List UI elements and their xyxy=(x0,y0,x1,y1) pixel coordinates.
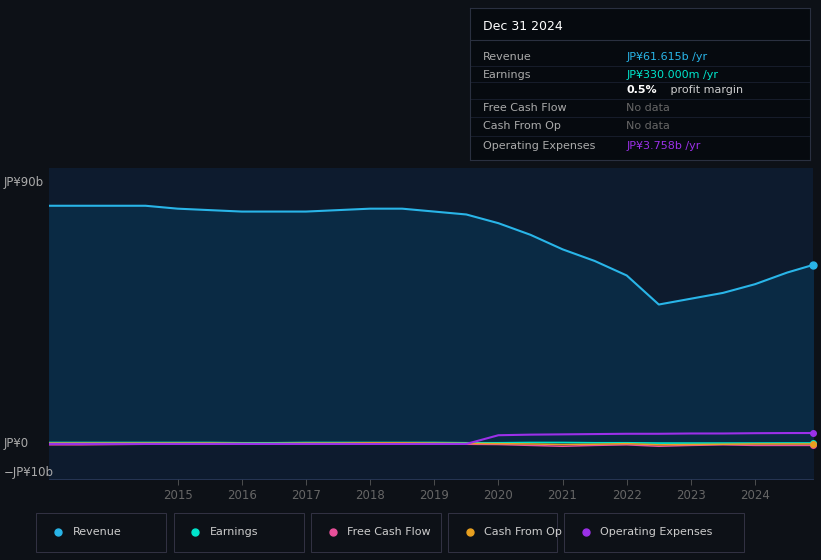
Text: JP¥61.615b /yr: JP¥61.615b /yr xyxy=(626,52,708,62)
Text: Revenue: Revenue xyxy=(484,52,532,62)
FancyBboxPatch shape xyxy=(564,512,745,552)
Text: Free Cash Flow: Free Cash Flow xyxy=(347,527,431,537)
Text: No data: No data xyxy=(626,103,670,113)
FancyBboxPatch shape xyxy=(448,512,557,552)
Text: Cash From Op: Cash From Op xyxy=(484,527,562,537)
Text: −JP¥10b: −JP¥10b xyxy=(4,466,54,479)
FancyBboxPatch shape xyxy=(36,512,167,552)
Text: Free Cash Flow: Free Cash Flow xyxy=(484,103,566,113)
Text: JP¥3.758b /yr: JP¥3.758b /yr xyxy=(626,141,700,151)
Text: JP¥330.000m /yr: JP¥330.000m /yr xyxy=(626,70,718,80)
Text: Earnings: Earnings xyxy=(484,70,532,80)
FancyBboxPatch shape xyxy=(311,512,441,552)
Text: 0.5%: 0.5% xyxy=(626,85,657,95)
Text: Cash From Op: Cash From Op xyxy=(484,122,561,132)
Text: Operating Expenses: Operating Expenses xyxy=(484,141,595,151)
Text: JP¥0: JP¥0 xyxy=(4,437,30,450)
Text: JP¥90b: JP¥90b xyxy=(4,176,44,189)
Text: Revenue: Revenue xyxy=(72,527,122,537)
Text: No data: No data xyxy=(626,122,670,132)
Text: Dec 31 2024: Dec 31 2024 xyxy=(484,20,563,33)
Text: profit margin: profit margin xyxy=(667,85,743,95)
FancyBboxPatch shape xyxy=(174,512,304,552)
Text: Operating Expenses: Operating Expenses xyxy=(600,527,713,537)
Text: Earnings: Earnings xyxy=(210,527,259,537)
